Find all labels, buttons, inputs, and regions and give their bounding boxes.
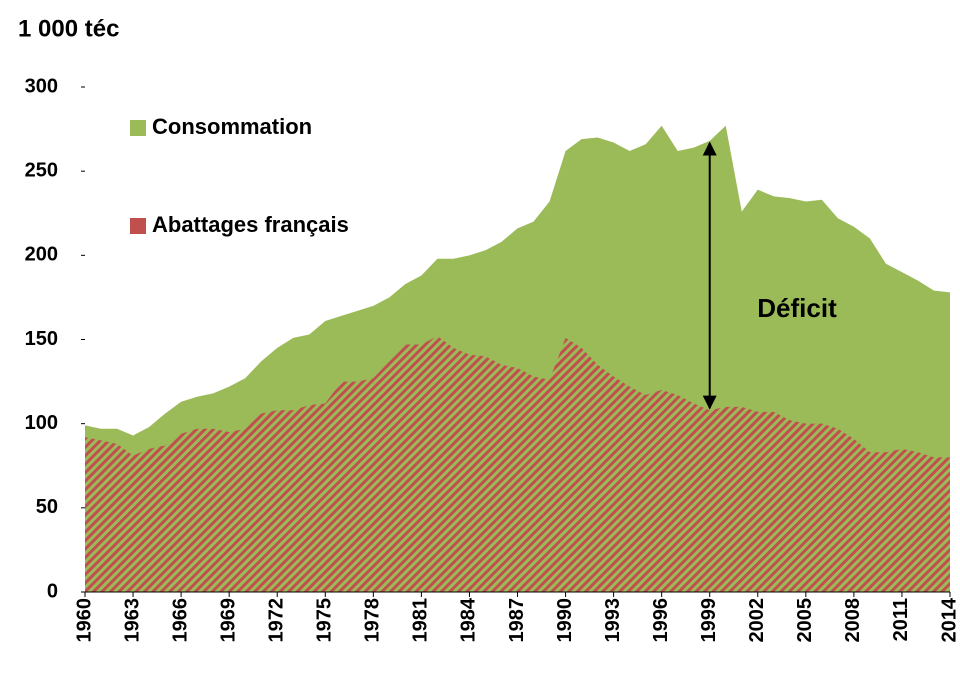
x-tick-label: 1975	[314, 598, 336, 643]
x-tick-label: 1999	[698, 598, 720, 643]
x-tick-label: 2002	[746, 598, 768, 643]
y-tick-label: 50	[36, 496, 58, 518]
x-tick-label: 1966	[169, 598, 191, 643]
legend-label: Abattages français	[152, 212, 349, 237]
y-tick-label: 100	[25, 412, 58, 434]
legend-swatch	[130, 120, 146, 136]
annotation: Déficit	[757, 293, 837, 323]
x-tick-label: 1978	[362, 598, 384, 643]
x-tick-label: 1987	[506, 598, 528, 643]
x-tick-label: 1963	[121, 598, 143, 643]
x-tick-label: 1984	[458, 597, 480, 642]
x-tick-label: 1972	[266, 598, 288, 643]
x-tick-label: 2005	[794, 598, 816, 643]
x-tick-label: 1990	[554, 598, 576, 643]
x-tick-label: 1969	[217, 598, 239, 643]
x-tick-label: 1996	[650, 598, 672, 643]
y-tick-label: 0	[47, 580, 58, 602]
legend-swatch	[130, 218, 146, 234]
y-tick-label: 150	[25, 328, 58, 350]
x-tick-label: 1960	[73, 598, 95, 643]
y-tick-label: 200	[25, 244, 58, 266]
area	[85, 336, 950, 592]
y-tick-label: 300	[25, 75, 58, 97]
x-tick-label: 1993	[602, 598, 624, 643]
y-axis-title: 1 000 téc	[18, 15, 119, 42]
x-tick-label: 2008	[842, 598, 864, 643]
x-tick-label: 2014	[938, 597, 960, 642]
x-tick-label: 1981	[410, 598, 432, 643]
y-tick-label: 250	[25, 159, 58, 181]
x-tick-label: 2011	[890, 598, 912, 641]
legend-label: Consommation	[152, 114, 312, 139]
